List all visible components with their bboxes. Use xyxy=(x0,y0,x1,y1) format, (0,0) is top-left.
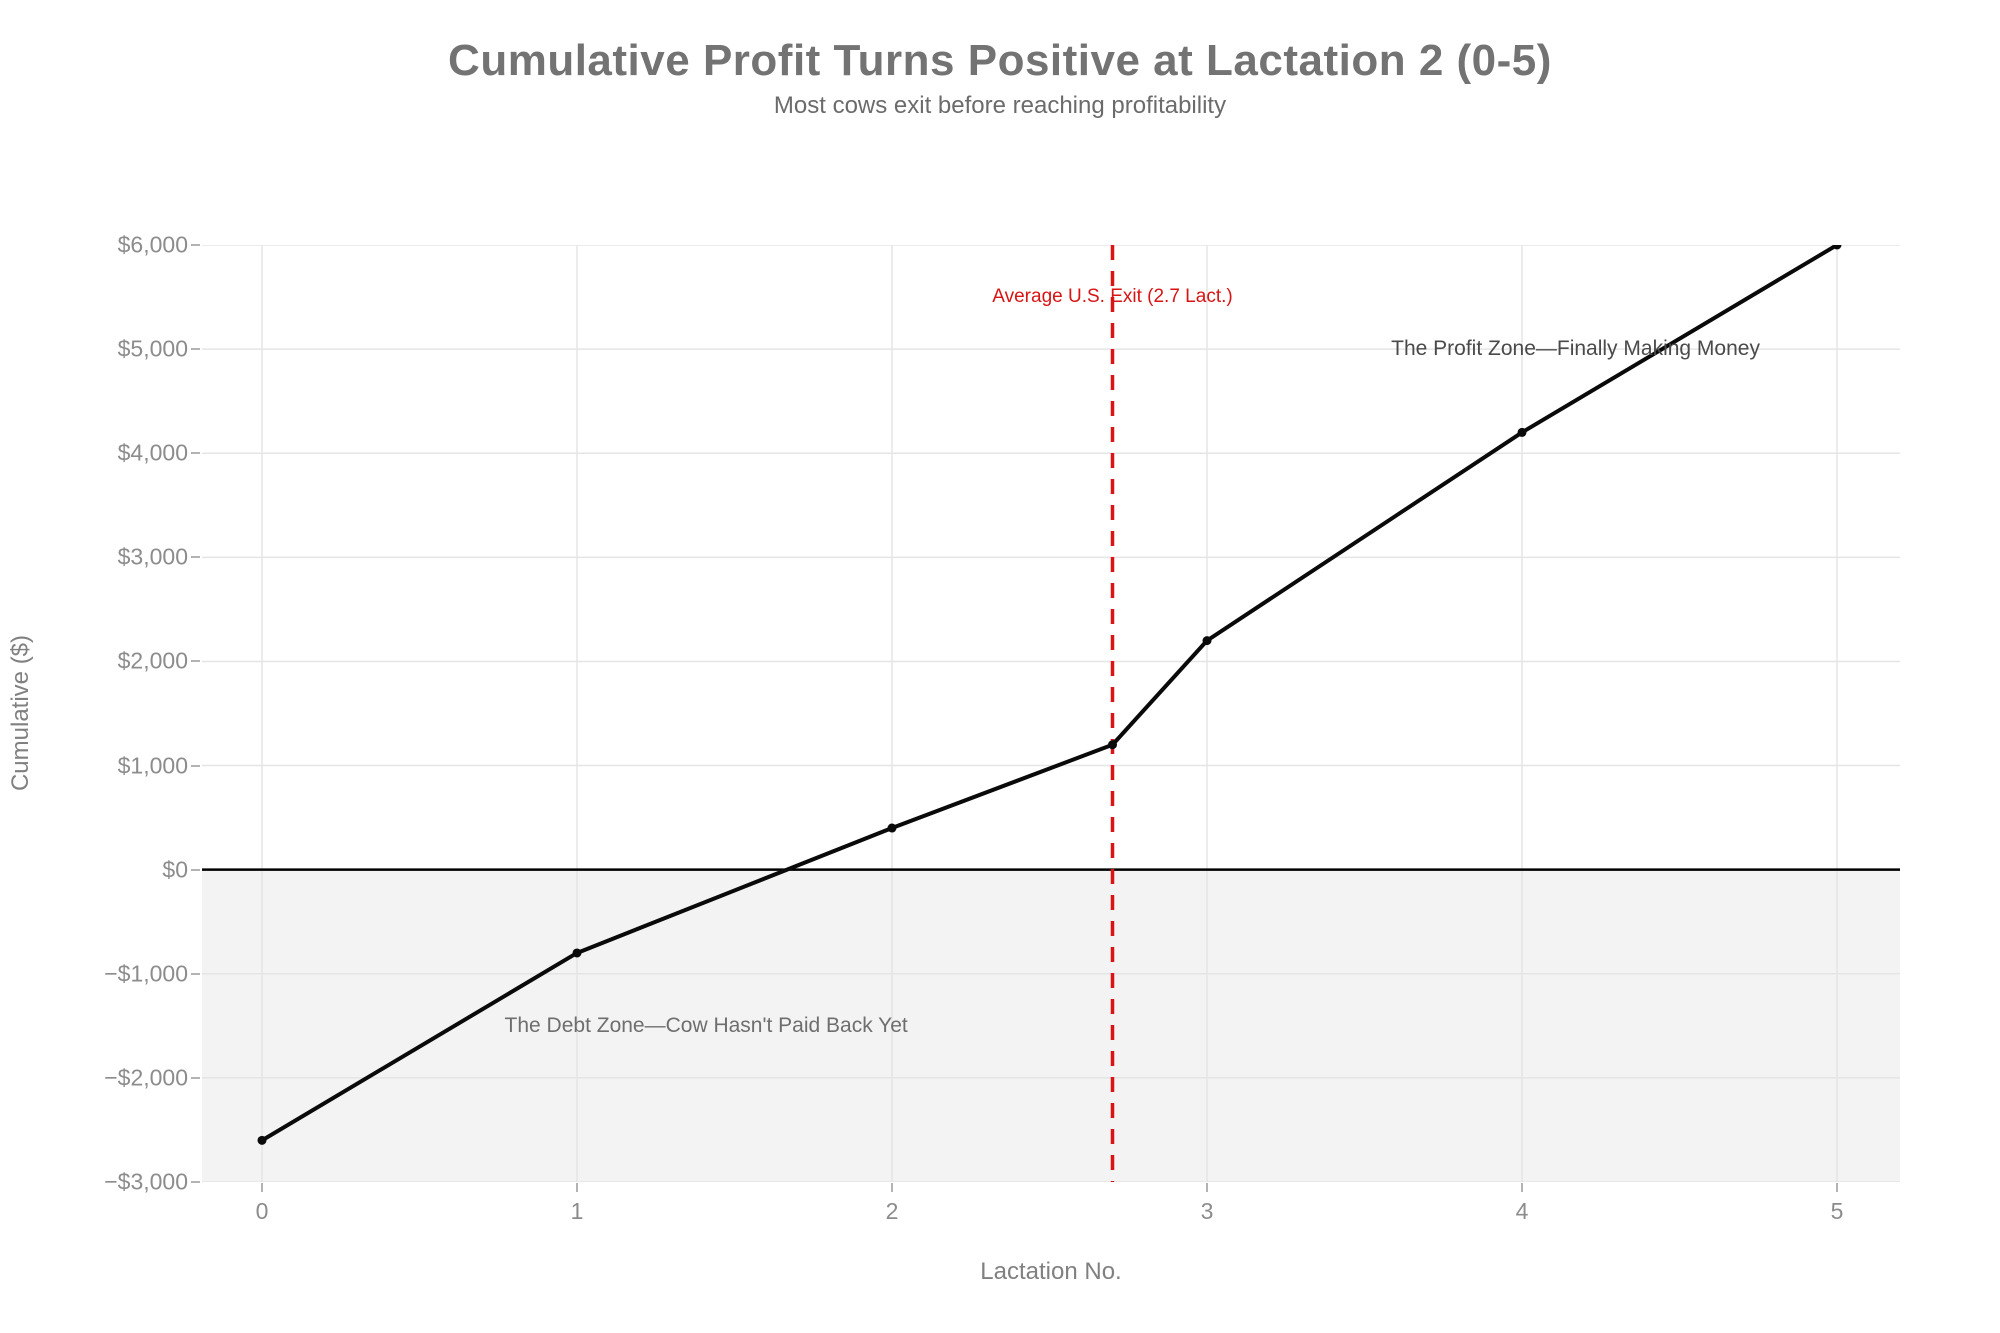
plot-area: Average U.S. Exit (2.7 Lact.) The Debt Z… xyxy=(202,245,1900,1182)
y-tick-mark xyxy=(191,348,200,351)
annotation-average-exit: Average U.S. Exit (2.7 Lact.) xyxy=(992,286,1233,308)
y-tick-mark xyxy=(191,452,200,455)
y-tick-mark xyxy=(191,868,200,871)
x-tick-mark xyxy=(1521,1183,1523,1192)
x-axis-label: Lactation No. xyxy=(980,1258,1122,1285)
y-tick-mark xyxy=(191,972,200,975)
x-tick-mark xyxy=(576,1183,578,1192)
x-tick-mark xyxy=(1836,1183,1838,1192)
y-tick-mark xyxy=(191,764,200,767)
x-tick-mark xyxy=(1206,1183,1208,1192)
x-tick-label: 2 xyxy=(885,1198,899,1224)
y-tick-label: $4,000 xyxy=(117,439,188,466)
chart-subtitle: Most cows exit before reaching profitabi… xyxy=(773,92,1227,119)
y-tick-label: −$2,000 xyxy=(104,1064,188,1091)
data-point xyxy=(1832,245,1842,250)
data-point xyxy=(1108,740,1118,750)
x-tick-label: 0 xyxy=(255,1198,269,1224)
x-tick-label: 3 xyxy=(1200,1198,1214,1224)
y-tick-label: $5,000 xyxy=(117,335,188,362)
data-point xyxy=(1517,427,1527,437)
y-tick-mark xyxy=(191,1181,200,1183)
y-tick-label: $3,000 xyxy=(117,543,188,570)
y-tick-label: $2,000 xyxy=(117,647,188,674)
x-tick-label: 5 xyxy=(1830,1198,1844,1224)
y-tick-mark xyxy=(191,556,200,559)
y-tick-label: −$3,000 xyxy=(104,1168,188,1195)
debt-zone-shading xyxy=(202,869,1900,1182)
data-point xyxy=(887,823,897,833)
y-tick-mark xyxy=(191,244,200,246)
chart-title: Cumulative Profit Turns Positive at Lact… xyxy=(448,36,1552,85)
y-tick-label: −$1,000 xyxy=(104,960,188,987)
y-tick-label: $1,000 xyxy=(117,752,188,779)
x-tick-mark xyxy=(891,1183,893,1192)
x-tick-label: 1 xyxy=(570,1198,584,1224)
data-point xyxy=(1202,636,1212,646)
annotation-profit-zone: The Profit Zone—Finally Making Money xyxy=(1391,337,1760,361)
y-tick-label: $6,000 xyxy=(117,231,188,258)
x-tick-label: 4 xyxy=(1515,1198,1529,1224)
y-tick-mark xyxy=(191,1076,200,1079)
y-tick-mark xyxy=(191,660,200,663)
y-tick-label: $0 xyxy=(162,856,188,883)
line-chart xyxy=(202,245,1900,1182)
x-tick-mark xyxy=(261,1183,263,1192)
data-point xyxy=(572,948,582,958)
data-point xyxy=(257,1135,267,1145)
annotation-debt-zone: The Debt Zone—Cow Hasn't Paid Back Yet xyxy=(504,1013,908,1037)
